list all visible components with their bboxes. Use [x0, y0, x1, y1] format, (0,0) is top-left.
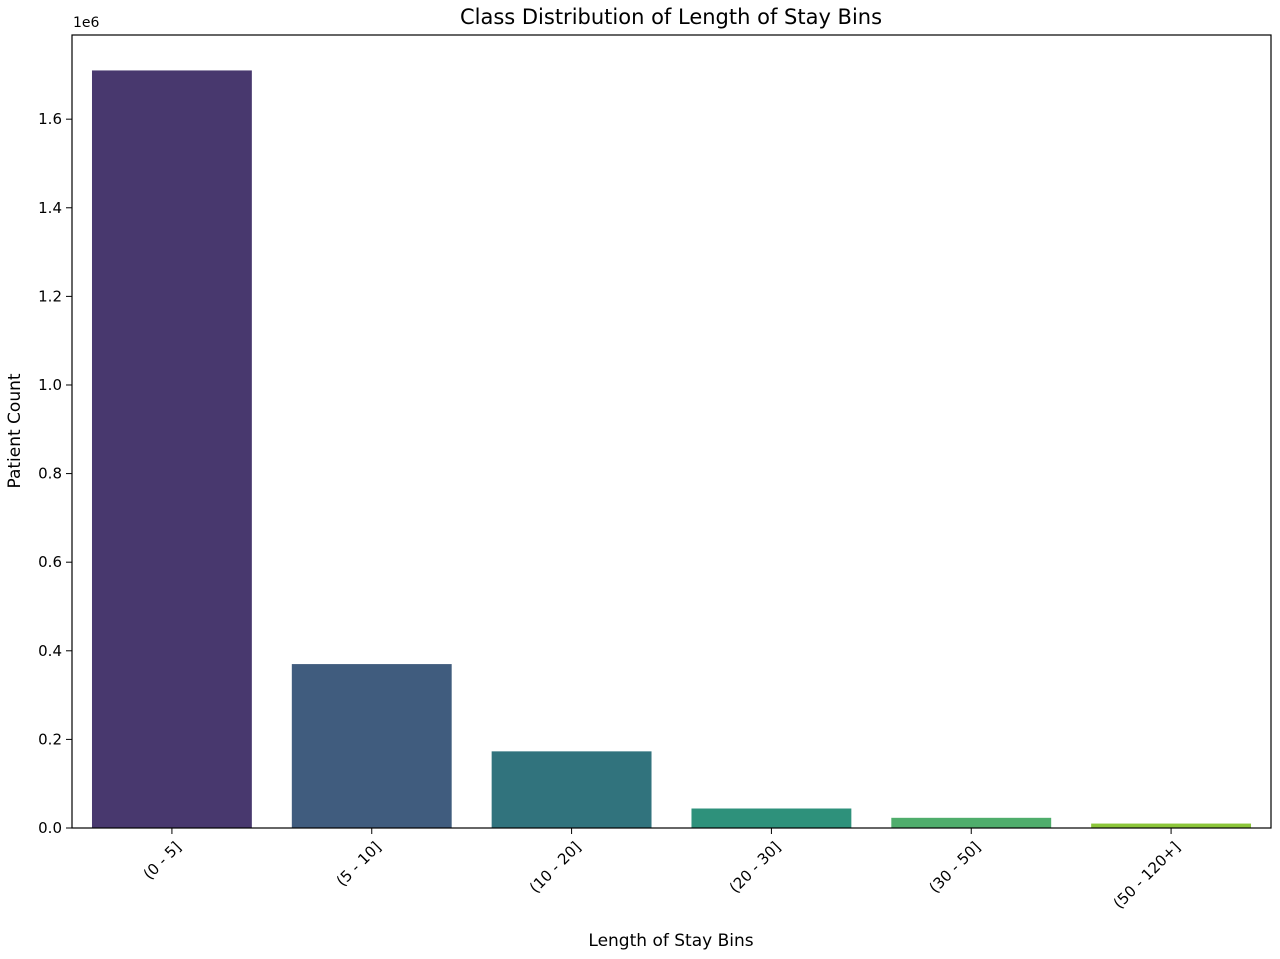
y-axis-ticks: 0.0 0.2 0.4 0.6 0.8 1.0 1.2 1.4 1.6	[38, 110, 72, 837]
chart-title: Class Distribution of Length of Stay Bin…	[460, 5, 882, 29]
bar-4	[891, 817, 1052, 828]
y-tick-label: 0.8	[38, 465, 62, 483]
x-axis-ticks: (0 - 5] (5 - 10] (10 - 20] (20 - 30] (30 - 5…	[140, 828, 1184, 912]
x-tick-label: (30 - 50]	[926, 838, 985, 897]
bar-1	[291, 664, 452, 828]
bar-2	[491, 751, 652, 828]
bars-group	[91, 70, 1252, 828]
x-tick-label: (20 - 30]	[726, 838, 785, 897]
y-tick-label: 0.0	[38, 819, 62, 837]
x-tick-label: (5 - 10]	[333, 838, 385, 890]
plot-frame	[71, 34, 1272, 829]
y-tick-label: 0.2	[38, 730, 62, 748]
bar-0	[91, 70, 252, 828]
x-axis-label: Length of Stay Bins	[588, 931, 753, 951]
x-tick-label: (10 - 20]	[526, 838, 585, 897]
bar-5	[1091, 823, 1252, 828]
y-tick-label: 1.2	[38, 287, 62, 305]
bar-3	[691, 808, 852, 828]
y-tick-label: 0.6	[38, 553, 62, 571]
y-axis-label: Patient Count	[5, 373, 25, 488]
y-tick-label: 0.4	[38, 642, 62, 660]
x-tick-label: (50 - 120+]	[1110, 838, 1184, 912]
y-tick-label: 1.4	[38, 199, 62, 217]
y-axis-offset-label: 1e6	[73, 15, 100, 31]
y-tick-label: 1.6	[38, 110, 62, 128]
x-tick-label: (0 - 5]	[140, 838, 185, 883]
y-tick-label: 1.0	[38, 376, 62, 394]
